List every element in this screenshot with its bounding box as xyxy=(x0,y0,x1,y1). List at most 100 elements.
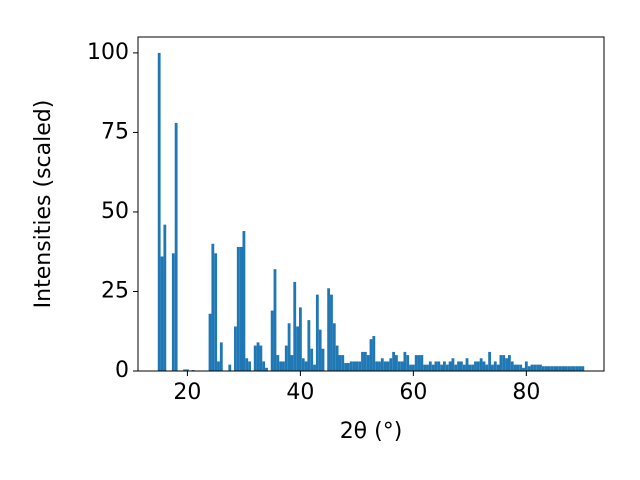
y-tick-label: 100 xyxy=(87,40,129,65)
bar xyxy=(454,364,458,371)
bar xyxy=(527,366,531,371)
bar xyxy=(282,361,285,371)
bar xyxy=(496,364,500,371)
bar xyxy=(403,351,407,371)
bar xyxy=(507,355,511,371)
bar xyxy=(541,366,545,371)
bar xyxy=(417,355,421,371)
bar xyxy=(409,364,412,371)
bar xyxy=(499,355,503,371)
bar xyxy=(400,361,404,371)
bar xyxy=(440,364,444,371)
bar xyxy=(397,361,401,371)
bar xyxy=(561,366,565,371)
x-tick-label: 20 xyxy=(173,380,201,405)
bar xyxy=(420,355,424,371)
bar xyxy=(570,366,573,371)
bar xyxy=(443,361,446,371)
bar xyxy=(211,243,215,371)
bar xyxy=(344,363,347,371)
bar xyxy=(465,358,469,371)
bar xyxy=(315,294,319,371)
bar xyxy=(287,323,291,371)
bar xyxy=(163,224,167,371)
bar xyxy=(564,366,568,371)
bar xyxy=(284,345,288,371)
bar xyxy=(270,310,274,371)
bar xyxy=(437,361,441,371)
bar xyxy=(383,361,387,371)
bar xyxy=(242,231,246,371)
bar xyxy=(553,366,556,371)
y-tick-label: 75 xyxy=(101,119,129,144)
bar xyxy=(346,363,350,371)
bar xyxy=(245,358,249,371)
bar xyxy=(448,361,452,371)
bar xyxy=(301,358,305,371)
bar xyxy=(510,361,514,371)
bar xyxy=(293,281,297,371)
x-axis-label: 2θ (°) xyxy=(340,419,403,444)
bar xyxy=(236,246,240,371)
bar xyxy=(296,326,299,371)
bar xyxy=(459,361,463,371)
bar xyxy=(380,358,384,371)
bar xyxy=(555,366,559,371)
y-axis-label: Intensities (scaled) xyxy=(31,100,56,309)
bar xyxy=(411,364,415,371)
bar xyxy=(330,294,333,371)
bar xyxy=(434,361,438,371)
bar xyxy=(572,366,576,371)
bar xyxy=(544,366,548,371)
bar xyxy=(366,355,370,371)
bar xyxy=(575,366,579,371)
bar xyxy=(482,361,486,371)
bar xyxy=(355,361,359,371)
bar xyxy=(426,364,429,371)
bar xyxy=(363,351,367,371)
bar xyxy=(522,367,525,371)
bar xyxy=(530,364,534,371)
bar xyxy=(428,361,432,371)
bar xyxy=(298,307,302,371)
bar xyxy=(239,246,243,371)
bar xyxy=(321,348,325,371)
bar xyxy=(174,122,178,371)
bar xyxy=(304,361,308,371)
bar xyxy=(361,351,364,371)
bar xyxy=(474,361,477,371)
bar xyxy=(259,345,263,371)
bar xyxy=(276,355,280,371)
bar xyxy=(358,361,362,371)
x-tick-label: 80 xyxy=(512,380,540,405)
bar xyxy=(341,355,345,371)
bar xyxy=(539,364,542,371)
bar xyxy=(265,367,268,371)
bar xyxy=(462,364,466,371)
bar xyxy=(375,361,379,371)
x-tick-label: 60 xyxy=(399,380,427,405)
bar xyxy=(378,361,381,371)
bar xyxy=(451,358,455,371)
bar xyxy=(547,366,551,371)
bar xyxy=(431,364,435,371)
bar xyxy=(392,351,396,371)
bar xyxy=(171,253,175,371)
bar xyxy=(273,269,277,371)
bar xyxy=(327,288,331,371)
bar xyxy=(468,364,472,371)
bar xyxy=(290,355,294,371)
bar xyxy=(488,351,492,371)
bar xyxy=(423,364,427,371)
bar xyxy=(262,361,266,371)
bar xyxy=(445,364,449,371)
bar xyxy=(310,348,314,371)
bar xyxy=(256,342,260,371)
bar xyxy=(157,52,161,372)
bar xyxy=(349,361,353,371)
y-tick-label: 25 xyxy=(101,278,129,303)
bar xyxy=(578,366,582,371)
bar xyxy=(335,345,339,371)
bar xyxy=(567,366,571,371)
bar xyxy=(313,364,316,371)
